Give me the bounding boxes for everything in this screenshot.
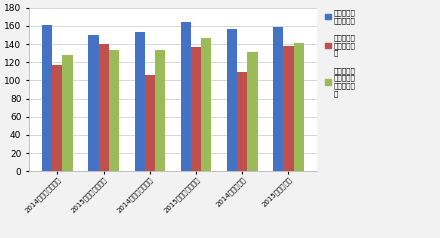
Bar xyxy=(191,47,201,171)
Bar xyxy=(99,44,109,171)
Bar xyxy=(135,32,145,171)
Bar xyxy=(283,46,293,171)
Bar xyxy=(42,25,52,171)
Bar xyxy=(181,22,191,171)
Bar xyxy=(201,38,211,171)
Bar xyxy=(88,35,99,171)
Bar xyxy=(109,50,119,171)
Bar xyxy=(237,72,247,171)
Bar xyxy=(247,52,257,171)
Bar xyxy=(155,50,165,171)
Bar xyxy=(227,30,237,171)
Bar xyxy=(145,75,155,171)
Bar xyxy=(273,27,283,171)
Bar xyxy=(62,55,73,171)
Bar xyxy=(293,43,304,171)
Bar xyxy=(52,65,62,171)
Legend: 产业园区整
体景气状况, 园区及主要
企业经营状
况, 产业园区总
体吸引投资
落户能力状
况: 产业园区整 体景气状况, 园区及主要 企业经营状 况, 产业园区总 体吸引投资 … xyxy=(323,8,357,98)
